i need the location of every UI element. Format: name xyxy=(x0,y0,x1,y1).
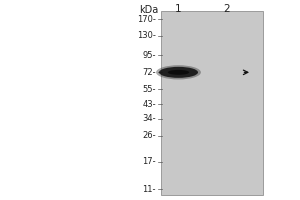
Text: 26-: 26- xyxy=(142,131,156,140)
Text: 72-: 72- xyxy=(142,68,156,77)
Text: 2: 2 xyxy=(223,4,230,14)
Text: 55-: 55- xyxy=(142,85,156,94)
Text: 34-: 34- xyxy=(142,114,156,123)
Text: 1: 1 xyxy=(175,4,182,14)
Ellipse shape xyxy=(159,67,198,78)
Ellipse shape xyxy=(168,70,189,75)
Text: 95-: 95- xyxy=(142,51,156,60)
Text: 17-: 17- xyxy=(142,157,156,166)
Text: 43-: 43- xyxy=(142,100,156,109)
Text: kDa: kDa xyxy=(140,5,159,15)
Text: 11-: 11- xyxy=(142,184,156,194)
Text: 130-: 130- xyxy=(137,31,156,40)
Ellipse shape xyxy=(156,65,201,79)
Text: 170-: 170- xyxy=(137,15,156,24)
Bar xyxy=(160,11,262,195)
